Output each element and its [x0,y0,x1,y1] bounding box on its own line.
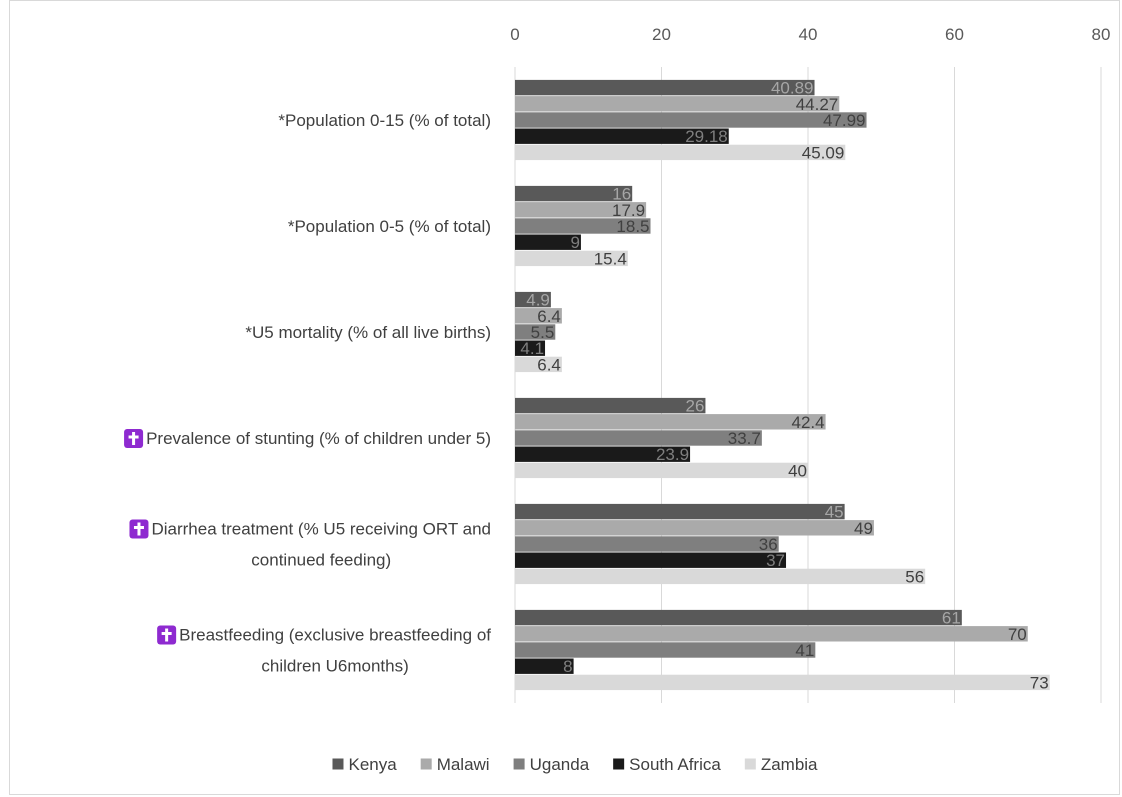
data-label: 49 [854,519,873,538]
category-label-line: Diarrhea treatment (% U5 receiving ORT a… [151,520,491,539]
bar [515,503,845,520]
legend-label: Malawi [437,755,490,774]
data-label: 6.4 [537,355,561,374]
bar [515,308,562,324]
bar [515,568,926,585]
category-label-line: *Population 0-15 (% of total) [278,111,491,130]
data-label: 6.4 [537,307,561,326]
data-label: 17.9 [612,201,645,220]
bar [515,397,706,414]
legend-entry: Malawi [420,755,490,774]
category-label: Prevalence of stunting (% of children un… [146,429,491,448]
data-label: 18.5 [616,217,649,236]
legend-swatch [513,758,525,770]
tick-label: 0 [510,25,519,44]
legend-entry: Uganda [513,755,590,774]
legend-swatch [613,758,625,770]
category-label: *U5 mortality (% of all live births) [245,323,491,342]
data-label: 70 [1008,625,1027,644]
bar [515,112,867,128]
legend-swatch [744,758,756,770]
bar [515,185,633,202]
legend-entry: South Africa [613,755,721,774]
data-label: 40 [788,461,807,480]
bar [515,414,826,430]
bar [515,324,556,340]
data-label: 47.99 [823,111,866,130]
tick-label: 40 [799,25,818,44]
bar [515,520,874,536]
bar [515,96,840,112]
tick-label: 60 [945,25,964,44]
legend-swatch [420,758,432,770]
data-label: 61 [942,609,961,628]
latin-cross-icon [157,625,177,645]
bar [515,552,787,568]
tick-label: 20 [652,25,671,44]
data-label: 44.27 [796,95,839,114]
bar [515,218,651,234]
category-label: Breastfeeding (exclusive breastfeeding o… [179,626,491,676]
data-label: 9 [570,233,579,252]
data-label: 4.1 [520,339,544,358]
latin-cross-icon [124,429,144,448]
bar [515,536,779,552]
bar [515,291,551,308]
latin-cross-icon [129,519,149,539]
bar [515,356,562,373]
bar [515,430,762,446]
data-label: 29.18 [685,127,728,146]
category-label-line: *Population 0-5 (% of total) [288,217,491,236]
tick-label: 80 [1092,25,1111,44]
legend-label: Uganda [530,755,590,774]
category-label: Diarrhea treatment (% U5 receiving ORT a… [151,520,491,570]
bar [515,658,574,674]
data-label: 16 [612,185,631,204]
legend-entry: Zambia [744,755,818,774]
legend-entry: Kenya [332,755,397,774]
bar [515,144,846,161]
legend-swatch [332,758,344,770]
category-label-line: continued feeding) [251,551,391,570]
category-label-line: Prevalence of stunting (% of children un… [146,429,491,448]
bar [515,609,962,626]
data-label: 56 [905,567,924,586]
data-label: 4.9 [526,291,550,310]
data-label: 37 [766,551,785,570]
bar [515,446,691,462]
bar [515,128,729,144]
legend-label: South Africa [629,755,721,774]
data-label: 40.89 [771,79,814,98]
category-label: *Population 0-5 (% of total) [288,217,491,236]
category-label-line: Breastfeeding (exclusive breastfeeding o… [179,626,491,645]
bar [515,340,546,356]
bar [515,250,628,267]
data-label: 5.5 [531,323,555,342]
bar [515,462,808,479]
data-label: 42.4 [791,413,824,432]
data-label: 36 [759,535,778,554]
legend-label: Kenya [348,755,397,774]
data-label: 15.4 [594,249,627,268]
data-label: 8 [563,657,572,676]
legend-label: Zambia [761,755,818,774]
category-label: *Population 0-15 (% of total) [278,111,491,130]
data-label: 33.7 [728,429,761,448]
bar [515,626,1028,642]
bar [515,79,815,96]
data-label: 45 [825,503,844,522]
bar [515,202,647,218]
data-label: 23.9 [656,445,689,464]
data-label: 41 [795,641,814,660]
bar [515,674,1050,691]
bar [515,234,581,250]
data-label: 73 [1030,673,1049,692]
data-label: 45.09 [802,143,845,162]
data-label: 26 [686,397,705,416]
category-label-line: children U6months) [261,657,408,676]
bar [515,642,816,658]
category-label-line: *U5 mortality (% of all live births) [245,323,491,342]
